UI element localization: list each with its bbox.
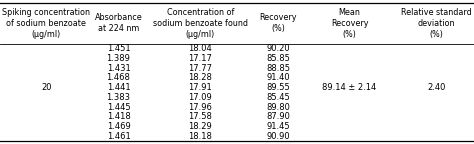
- Text: 90.20: 90.20: [267, 44, 290, 53]
- Text: 1.418: 1.418: [107, 112, 130, 121]
- Text: 85.85: 85.85: [266, 54, 291, 63]
- Text: 1.468: 1.468: [107, 73, 130, 82]
- Text: 89.14 ± 2.14: 89.14 ± 2.14: [322, 83, 377, 92]
- Text: Spiking concentration
of sodium benzoate
(μg/ml): Spiking concentration of sodium benzoate…: [2, 8, 90, 39]
- Text: 89.55: 89.55: [266, 83, 291, 92]
- Text: 88.85: 88.85: [266, 64, 291, 73]
- Text: 18.29: 18.29: [188, 122, 212, 131]
- Text: 17.77: 17.77: [188, 64, 212, 73]
- Text: 89.80: 89.80: [266, 103, 291, 111]
- Text: 91.45: 91.45: [267, 122, 290, 131]
- Text: 87.90: 87.90: [266, 112, 291, 121]
- Text: 18.04: 18.04: [188, 44, 212, 53]
- Text: 17.09: 17.09: [188, 93, 212, 102]
- Text: Absorbance
at 224 nm: Absorbance at 224 nm: [95, 13, 142, 33]
- Text: 1.451: 1.451: [107, 44, 130, 53]
- Text: 1.389: 1.389: [107, 54, 130, 63]
- Text: 1.445: 1.445: [107, 103, 130, 111]
- Text: Mean
Recovery
(%): Mean Recovery (%): [331, 8, 368, 39]
- Text: 1.461: 1.461: [107, 132, 130, 141]
- Text: 1.431: 1.431: [107, 64, 130, 73]
- Text: 2.40: 2.40: [427, 83, 445, 92]
- Text: 1.441: 1.441: [107, 83, 130, 92]
- Text: 17.96: 17.96: [188, 103, 212, 111]
- Text: 90.90: 90.90: [267, 132, 290, 141]
- Text: 1.383: 1.383: [107, 93, 130, 102]
- Text: 18.28: 18.28: [188, 73, 212, 82]
- Text: 85.45: 85.45: [266, 93, 291, 102]
- Text: 18.18: 18.18: [188, 132, 212, 141]
- Text: 17.91: 17.91: [188, 83, 212, 92]
- Text: Relative standard
deviation
(%): Relative standard deviation (%): [401, 8, 472, 39]
- Text: 20: 20: [41, 83, 52, 92]
- Text: 17.17: 17.17: [188, 54, 212, 63]
- Text: Recovery
(%): Recovery (%): [260, 13, 297, 33]
- Text: 91.40: 91.40: [267, 73, 290, 82]
- Text: Concentration of
sodium benzoate found
(μg/ml): Concentration of sodium benzoate found (…: [153, 8, 248, 39]
- Text: 17.58: 17.58: [188, 112, 212, 121]
- Text: 1.469: 1.469: [107, 122, 130, 131]
